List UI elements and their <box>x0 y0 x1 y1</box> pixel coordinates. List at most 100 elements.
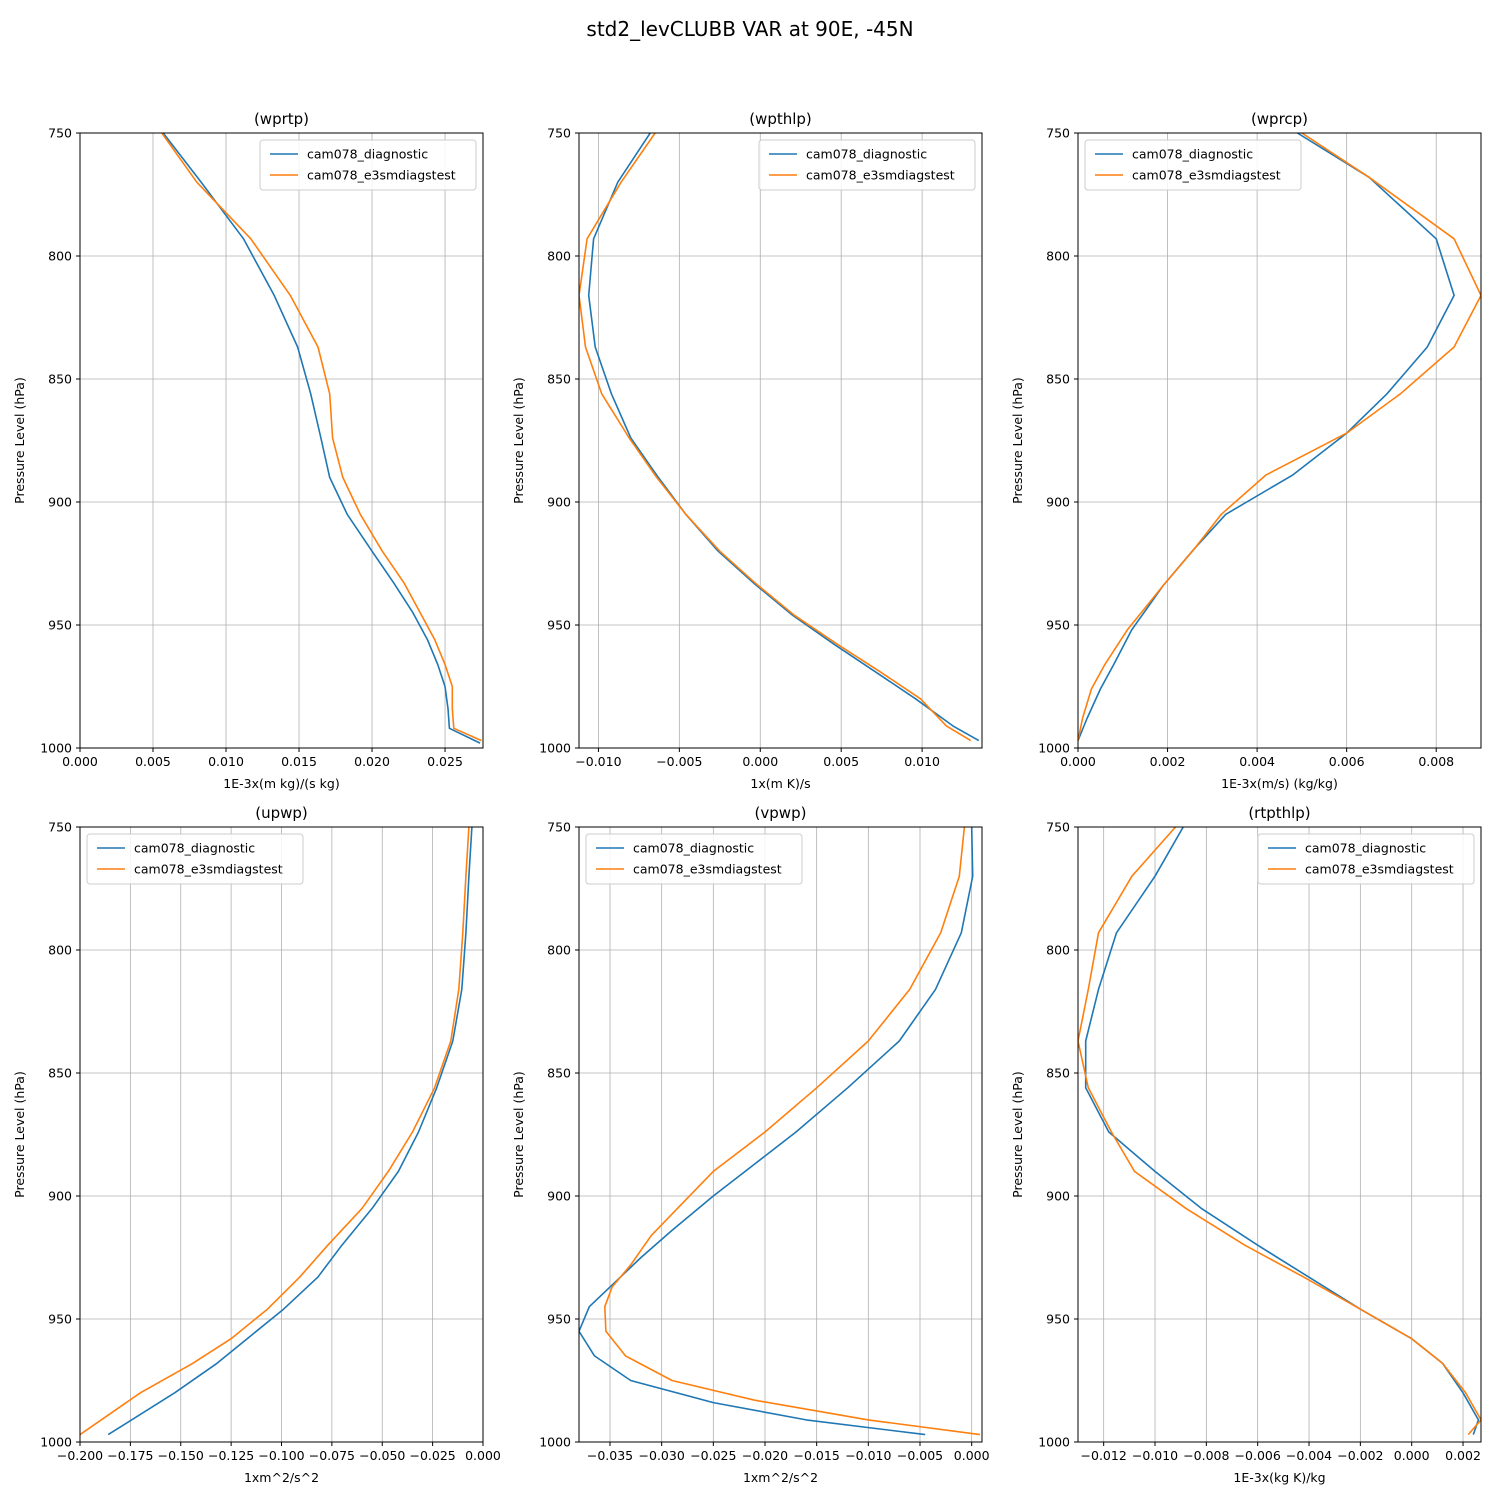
legend-box <box>259 139 477 191</box>
x-tick-label: 0.000 <box>62 754 98 769</box>
panel-upwp: −0.200 −0.175 −0.150 −0.125 −0.100 −0.075 −0.0… <box>12 804 501 1485</box>
panel-title: (wpthlp) <box>749 110 812 128</box>
x-tick-label: −0.175 <box>107 1448 153 1463</box>
y-tick-label: 800 <box>547 249 571 264</box>
legend-entry-label: cam078_e3smdiagstest <box>1305 862 1454 877</box>
series-line-cam078_e3smdiagstest <box>161 133 482 742</box>
legend-box <box>1257 833 1475 885</box>
y-axis-label: Pressure Level (hPa) <box>12 377 27 504</box>
x-tick-label: −0.010 <box>845 1448 891 1463</box>
legend-entry-label: cam078_diagnostic <box>134 841 255 856</box>
x-tick-label: −0.200 <box>57 1448 103 1463</box>
y-tick-label: 800 <box>1046 249 1070 264</box>
y-tick-label: 750 <box>547 126 571 141</box>
x-tick-label: 0.004 <box>1239 754 1275 769</box>
x-tick-label: −0.005 <box>656 754 702 769</box>
figure-title: std2_levCLUBB VAR at 90E, -45N <box>586 17 913 41</box>
panel-wprtp: 0.000 0.005 0.010 0.015 0.020 0.025 750 800 850 9… <box>12 110 484 791</box>
panel-title: (vpwp) <box>755 804 807 822</box>
x-tick-label: −0.020 <box>742 1448 788 1463</box>
panels: 0.000 0.005 0.010 0.015 0.020 0.025 750 800 850 9… <box>12 110 1482 1485</box>
panel-title: (wprtp) <box>254 110 309 128</box>
panel-title: (wprcp) <box>1251 110 1308 128</box>
y-tick-label: 850 <box>1046 372 1070 387</box>
x-tick-label: −0.035 <box>587 1448 633 1463</box>
plot-area <box>579 133 982 748</box>
y-tick-label: 750 <box>1046 820 1070 835</box>
y-tick-label: 800 <box>48 943 72 958</box>
legend-entry-label: cam078_e3smdiagstest <box>1132 168 1281 183</box>
legend-box <box>585 833 803 885</box>
x-tick-label: 0.020 <box>354 754 390 769</box>
x-tick-label: 0.005 <box>823 754 859 769</box>
y-tick-label: 1000 <box>539 1435 571 1450</box>
panel-vpwp: −0.035 −0.030 −0.025 −0.020 −0.015 −0.010 −0.0… <box>511 804 990 1485</box>
plot-area <box>1078 827 1481 1442</box>
x-tick-label: 0.000 <box>954 1448 990 1463</box>
y-axis-label: Pressure Level (hPa) <box>511 377 526 504</box>
x-tick-label: −0.050 <box>359 1448 405 1463</box>
x-tick-label: 0.002 <box>1445 1448 1481 1463</box>
x-tick-label: −0.005 <box>897 1448 943 1463</box>
y-tick-label: 950 <box>547 618 571 633</box>
y-tick-label: 900 <box>547 1189 571 1204</box>
x-tick-label: 0.010 <box>904 754 940 769</box>
y-tick-label: 1000 <box>1038 741 1070 756</box>
legend-box <box>1084 139 1302 191</box>
y-tick-label: 950 <box>48 618 72 633</box>
y-tick-label: 900 <box>547 495 571 510</box>
x-tick-label: 0.000 <box>1394 1448 1430 1463</box>
y-tick-label: 950 <box>48 1312 72 1327</box>
y-tick-label: 1000 <box>1038 1435 1070 1450</box>
series-line-cam078_e3smdiagstest <box>80 827 470 1436</box>
x-tick-label: −0.006 <box>1235 1448 1281 1463</box>
legend-entry-label: cam078_diagnostic <box>1305 841 1426 856</box>
axes-frame <box>79 132 484 749</box>
legend-box <box>86 833 304 885</box>
x-tick-label: 0.010 <box>208 754 244 769</box>
x-tick-label: 0.005 <box>135 754 171 769</box>
y-tick-label: 950 <box>547 1312 571 1327</box>
y-tick-label: 750 <box>48 126 72 141</box>
legend-entry-label: cam078_e3smdiagstest <box>307 168 456 183</box>
panel-rtpthlp: −0.012 −0.010 −0.008 −0.006 −0.004 −0.002 0.00… <box>1010 804 1482 1485</box>
series-line-cam078_diagnostic <box>579 827 974 1436</box>
y-tick-label: 800 <box>547 943 571 958</box>
plot-area <box>1078 133 1481 748</box>
x-tick-label: 0.025 <box>427 754 463 769</box>
legend: cam078_diagnostic cam078_e3smdiagstest <box>259 139 477 191</box>
y-tick-label: 900 <box>48 1189 72 1204</box>
x-tick-label: 0.002 <box>1150 754 1186 769</box>
series-line-cam078_diagnostic <box>162 133 481 744</box>
axes-frame <box>1077 132 1482 749</box>
legend-entry-label: cam078_e3smdiagstest <box>806 168 955 183</box>
plot-area <box>579 827 982 1442</box>
series-line-cam078_e3smdiagstest <box>1078 827 1481 1436</box>
y-tick-label: 950 <box>1046 618 1070 633</box>
panel-wpthlp: −0.010 −0.005 0.000 0.005 0.010 750 800 850 900 9… <box>511 110 983 791</box>
y-axis-label: Pressure Level (hPa) <box>1010 1071 1025 1198</box>
x-tick-label: 0.000 <box>1060 754 1096 769</box>
plot-area <box>80 133 483 748</box>
legend-box <box>758 139 976 191</box>
y-tick-label: 750 <box>48 820 72 835</box>
x-tick-label: −0.002 <box>1337 1448 1383 1463</box>
legend: cam078_diagnostic cam078_e3smdiagstest <box>1084 139 1302 191</box>
y-tick-label: 750 <box>1046 126 1070 141</box>
y-tick-label: 1000 <box>40 741 72 756</box>
y-tick-label: 1000 <box>539 741 571 756</box>
legend-entry-label: cam078_e3smdiagstest <box>633 862 782 877</box>
y-tick-label: 950 <box>1046 1312 1070 1327</box>
series-line-cam078_e3smdiagstest <box>1078 133 1481 741</box>
y-axis-label: Pressure Level (hPa) <box>12 1071 27 1198</box>
x-tick-label: −0.025 <box>409 1448 455 1463</box>
legend-entry-label: cam078_diagnostic <box>307 147 428 162</box>
y-tick-label: 850 <box>1046 1066 1070 1081</box>
legend: cam078_diagnostic cam078_e3smdiagstest <box>1257 833 1475 885</box>
legend: cam078_diagnostic cam078_e3smdiagstest <box>86 833 304 885</box>
y-tick-label: 800 <box>48 249 72 264</box>
series-line-cam078_e3smdiagstest <box>603 827 981 1436</box>
axes-frame <box>578 826 983 1443</box>
legend-entry-label: cam078_diagnostic <box>1132 147 1253 162</box>
x-tick-label: −0.075 <box>309 1448 355 1463</box>
